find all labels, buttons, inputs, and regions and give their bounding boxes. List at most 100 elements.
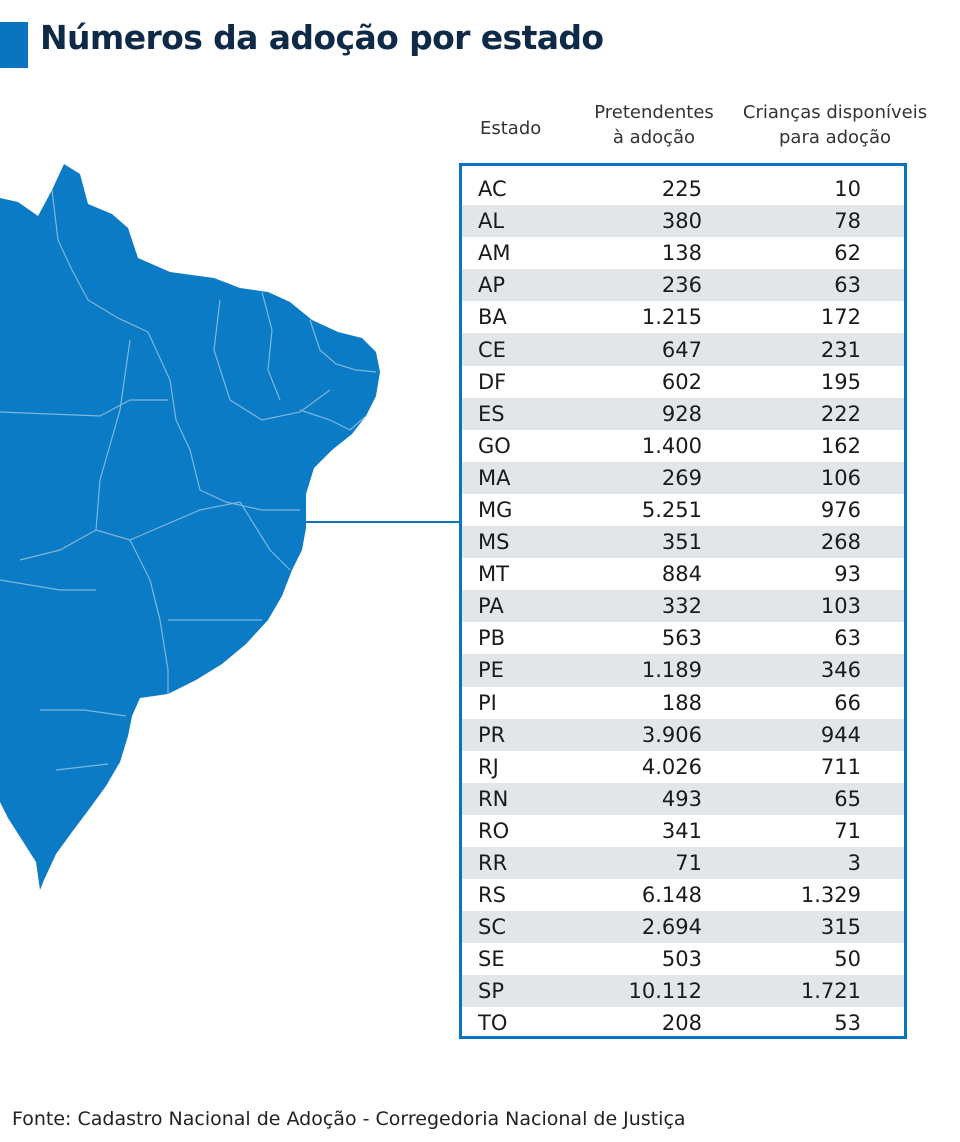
cell-criancas: 93: [834, 562, 861, 587]
cell-state: SE: [478, 947, 505, 972]
cell-state: AP: [478, 273, 506, 298]
table-row: AM 138 62: [462, 237, 904, 269]
cell-state: GO: [478, 433, 511, 458]
cell-criancas: 65: [834, 786, 861, 811]
table-row: TO 208 53: [462, 1007, 904, 1039]
cell-state: BA: [478, 305, 507, 330]
cell-pretendentes: 269: [661, 465, 702, 490]
cell-state: AC: [478, 177, 507, 202]
table-row: MS 351 268: [462, 526, 904, 559]
cell-criancas: 944: [820, 722, 861, 747]
cell-pretendentes: 602: [661, 369, 702, 394]
cell-criancas: 1.721: [800, 979, 861, 1004]
cell-state: AL: [478, 209, 505, 234]
table-row: MG 5.251 976: [462, 494, 904, 526]
cell-criancas: 63: [834, 626, 861, 651]
cell-state: PR: [478, 722, 506, 747]
cell-state: TO: [478, 1011, 508, 1036]
header-state-label: Estado: [480, 118, 542, 139]
cell-pretendentes: 5.251: [641, 497, 702, 522]
cell-state: PE: [478, 658, 504, 683]
cell-pretendentes: 4.026: [641, 754, 702, 779]
cell-state: DF: [478, 369, 507, 394]
cell-state: SP: [478, 979, 504, 1004]
header-state: Estado: [480, 116, 541, 141]
table-row: GO 1.400 162: [462, 430, 904, 462]
source-note: Fonte: Cadastro Nacional de Adoção - Cor…: [12, 1108, 686, 1130]
cell-state: MA: [478, 465, 511, 490]
cell-pretendentes: 563: [661, 626, 702, 651]
cell-criancas: 268: [820, 530, 861, 555]
table-row: CE 647 231: [462, 333, 904, 366]
cell-state: RR: [478, 851, 508, 876]
cell-criancas: 231: [820, 337, 861, 362]
cell-criancas: 222: [820, 401, 861, 426]
map-table-connector: [302, 521, 460, 523]
brazil-map: [0, 164, 380, 890]
cell-pretendentes: 10.112: [628, 979, 702, 1004]
cell-criancas: 66: [834, 690, 861, 715]
cell-criancas: 172: [820, 305, 861, 330]
cell-criancas: 78: [834, 209, 861, 234]
cell-state: PA: [478, 594, 504, 619]
cell-criancas: 103: [820, 594, 861, 619]
table-row: RS 6.148 1.329: [462, 879, 904, 911]
cell-state: ES: [478, 401, 505, 426]
cell-pretendentes: 928: [661, 401, 702, 426]
cell-pretendentes: 71: [675, 851, 702, 876]
table-row: PE 1.189 346: [462, 654, 904, 687]
cell-criancas: 315: [820, 915, 861, 940]
cell-pretendentes: 2.694: [641, 915, 702, 940]
table-rows: AC 225 10 AL 380 78 AM 138 62 AP 236 63 BA 1.215 172 CE…: [462, 173, 904, 1040]
cell-state: PI: [478, 690, 497, 715]
cell-pretendentes: 503: [661, 947, 702, 972]
cell-criancas: 71: [834, 818, 861, 843]
cell-state: CE: [478, 337, 506, 362]
cell-pretendentes: 6.148: [641, 883, 702, 908]
cell-criancas: 106: [820, 465, 861, 490]
cell-state: MT: [478, 562, 509, 587]
table-row: RJ 4.026 711: [462, 751, 904, 783]
header-criancas-line1: Crianças disponíveis: [742, 102, 928, 123]
header-criancas-line2: para adoção: [778, 127, 892, 148]
header-pretendentes-line1: Pretendentes: [594, 102, 714, 123]
table-row: RR 71 3: [462, 846, 904, 880]
cell-state: RN: [478, 786, 509, 811]
cell-criancas: 62: [834, 241, 861, 266]
cell-pretendentes: 188: [661, 690, 702, 715]
cell-state: MS: [478, 530, 510, 555]
table-row: BA 1.215 172: [462, 301, 904, 333]
table-row: PI 188 66: [462, 687, 904, 719]
cell-state: RS: [478, 883, 506, 908]
cell-pretendentes: 1.215: [641, 305, 702, 330]
page-title: Números da adoção por estado: [40, 18, 604, 57]
table-row: AL 380 78: [462, 205, 904, 238]
cell-state: AM: [478, 241, 511, 266]
table-row: SE 503 50: [462, 943, 904, 975]
cell-pretendentes: 3.906: [641, 722, 702, 747]
cell-pretendentes: 1.400: [641, 433, 702, 458]
cell-criancas: 711: [820, 754, 861, 779]
cell-criancas: 53: [834, 1011, 861, 1036]
cell-criancas: 195: [820, 369, 861, 394]
header-criancas: Crianças disponíveis para adoção: [742, 100, 928, 150]
table-row: RN 493 65: [462, 782, 904, 815]
cell-criancas: 10: [834, 177, 861, 202]
cell-pretendentes: 341: [661, 818, 702, 843]
table-row: MT 884 93: [462, 558, 904, 590]
cell-pretendentes: 225: [661, 177, 702, 202]
table-row: PR 3.906 944: [462, 718, 904, 751]
cell-pretendentes: 236: [661, 273, 702, 298]
table-row: DF 602 195: [462, 366, 904, 398]
table-row: AC 225 10: [462, 173, 904, 205]
cell-pretendentes: 1.189: [641, 658, 702, 683]
cell-pretendentes: 138: [661, 241, 702, 266]
cell-pretendentes: 884: [661, 562, 702, 587]
header-pretendentes: Pretendentes à adoção: [582, 100, 726, 150]
cell-pretendentes: 332: [661, 594, 702, 619]
cell-criancas: 63: [834, 273, 861, 298]
table-row: SC 2.694 315: [462, 911, 904, 944]
cell-pretendentes: 208: [661, 1011, 702, 1036]
cell-pretendentes: 647: [661, 337, 702, 362]
brazil-map-shape: [0, 164, 380, 890]
